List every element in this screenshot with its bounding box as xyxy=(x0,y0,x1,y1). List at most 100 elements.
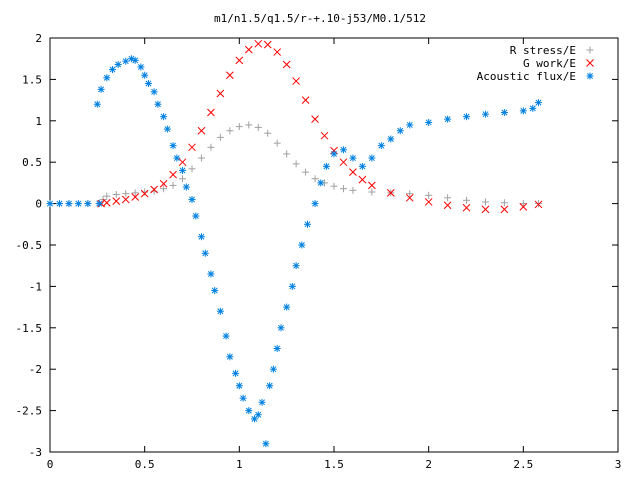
data-point xyxy=(368,181,376,190)
data-point xyxy=(311,200,319,208)
data-point xyxy=(226,127,234,135)
data-point xyxy=(216,133,224,141)
data-point xyxy=(444,194,452,202)
y-tick-label: 0 xyxy=(35,198,42,211)
data-point xyxy=(368,154,376,162)
data-point xyxy=(46,200,54,208)
data-point xyxy=(463,196,471,204)
data-point xyxy=(292,262,300,270)
data-point xyxy=(282,60,291,69)
data-point xyxy=(112,190,120,198)
data-point xyxy=(97,85,105,93)
x-tick-label: 1.5 xyxy=(324,458,344,471)
x-axis: 0 0.5 1 1.5 2 2.5 3 xyxy=(47,38,621,471)
data-point xyxy=(273,48,282,56)
data-point xyxy=(302,168,310,176)
data-point xyxy=(232,369,240,377)
x-tick-label: 1 xyxy=(236,458,243,471)
data-point xyxy=(368,188,376,196)
data-point xyxy=(396,127,404,135)
data-point xyxy=(463,113,471,121)
y-tick-label: 1.5 xyxy=(22,73,42,86)
data-point xyxy=(481,205,490,214)
data-point xyxy=(534,99,542,107)
data-point xyxy=(283,150,291,158)
y-tick-label: -3 xyxy=(29,446,42,459)
data-point xyxy=(283,303,291,311)
data-point xyxy=(322,162,330,170)
x-tick-label: 0.5 xyxy=(135,458,155,471)
data-point xyxy=(235,123,243,131)
data-point xyxy=(339,146,347,154)
data-point xyxy=(358,162,366,170)
data-point xyxy=(301,96,310,104)
data-point xyxy=(443,201,452,210)
data-point xyxy=(303,220,311,228)
data-point xyxy=(311,175,319,183)
data-point xyxy=(179,175,187,183)
data-point xyxy=(154,100,162,108)
data-point xyxy=(65,200,73,208)
y-tick-label: -0.5 xyxy=(16,239,43,252)
data-point xyxy=(386,188,395,197)
data-point xyxy=(235,56,244,65)
data-point xyxy=(250,415,258,423)
data-point xyxy=(254,411,262,419)
data-point xyxy=(298,241,306,249)
y-tick-label: 0.5 xyxy=(22,156,42,169)
data-point xyxy=(425,118,433,126)
data-point xyxy=(112,197,121,205)
data-point xyxy=(160,185,168,193)
data-point xyxy=(519,107,527,115)
data-point xyxy=(254,123,262,131)
data-point xyxy=(103,192,111,200)
data-point xyxy=(169,170,177,179)
data-point xyxy=(349,154,357,162)
data-point xyxy=(244,45,253,54)
y-tick-label: 1 xyxy=(35,115,42,128)
data-point xyxy=(425,191,433,199)
data-point xyxy=(140,189,149,198)
series-2 xyxy=(46,55,542,448)
data-point xyxy=(330,150,338,158)
data-point xyxy=(320,131,329,140)
legend-marker xyxy=(586,46,594,54)
data-point xyxy=(122,57,130,65)
data-point xyxy=(273,345,281,352)
data-point xyxy=(349,168,357,176)
y-tick-label: -2.5 xyxy=(16,405,43,418)
data-point xyxy=(197,126,206,135)
data-point xyxy=(103,74,111,82)
data-point xyxy=(226,353,234,361)
data-point xyxy=(387,135,395,143)
legend-label: Acoustic flux/E xyxy=(477,70,576,83)
data-point xyxy=(150,185,158,194)
data-point xyxy=(519,200,527,208)
data-point xyxy=(102,198,111,207)
series-layer xyxy=(46,39,543,448)
data-point xyxy=(55,200,63,208)
data-point xyxy=(263,40,272,49)
data-point xyxy=(207,270,215,278)
data-point xyxy=(500,199,508,207)
data-point xyxy=(358,175,367,184)
data-point xyxy=(188,143,196,152)
data-point xyxy=(182,183,190,191)
data-point xyxy=(317,179,325,187)
data-point xyxy=(292,77,300,85)
data-point xyxy=(179,166,187,174)
data-point xyxy=(201,249,209,257)
data-point xyxy=(122,190,130,198)
data-point xyxy=(235,382,243,390)
data-point xyxy=(131,193,140,201)
data-point xyxy=(216,89,225,98)
data-point xyxy=(311,115,319,123)
x-tick-label: 2.5 xyxy=(513,458,533,471)
series-0 xyxy=(46,121,542,208)
data-point xyxy=(349,186,357,194)
data-point xyxy=(169,181,177,189)
data-point xyxy=(444,115,452,123)
data-point xyxy=(192,212,200,220)
data-point xyxy=(500,205,509,214)
